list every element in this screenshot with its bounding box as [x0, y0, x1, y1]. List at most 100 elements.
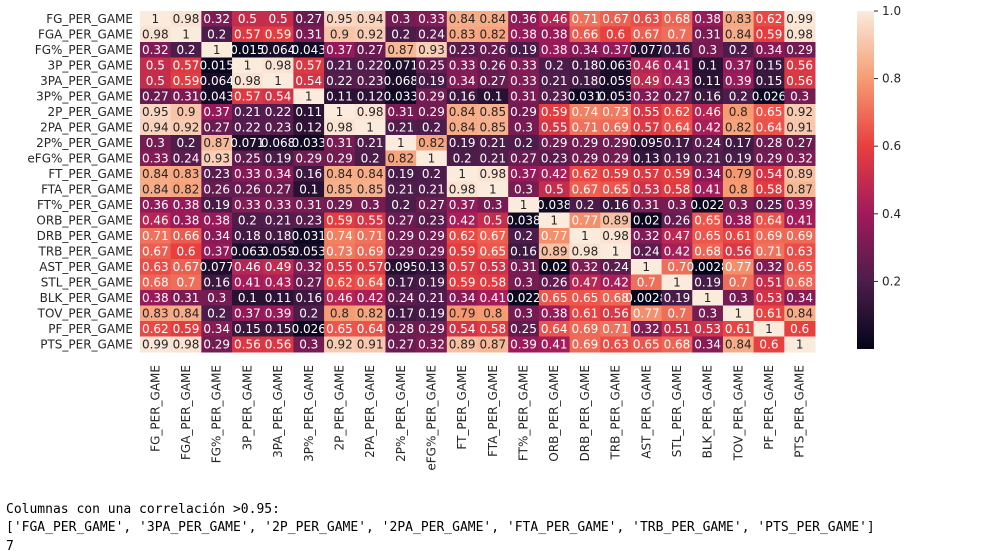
cell-label: 0.21	[541, 74, 568, 88]
cell-label: 0.063	[598, 58, 632, 72]
cell-label: 0.24	[633, 244, 660, 258]
heatmap-cell	[324, 321, 356, 337]
cell-label: 0.16	[602, 198, 629, 212]
heatmap-cell	[692, 42, 724, 58]
heatmap-cell	[354, 73, 386, 89]
heatmap-cell	[324, 197, 356, 213]
heatmap-cell	[600, 73, 632, 89]
heatmap-cell	[354, 42, 386, 58]
heatmap-cell	[508, 42, 540, 58]
heatmap-cell	[661, 181, 693, 198]
cell-label: 0.2	[514, 229, 533, 243]
heatmap-cell	[232, 336, 264, 353]
cell-label: 0.19	[664, 291, 691, 305]
cell-label: 0.33	[418, 12, 445, 26]
cell-label: 0.29	[418, 89, 445, 103]
heatmap-cell	[722, 150, 755, 167]
y-tick-label: BLK_PER_GAME	[40, 291, 133, 305]
heatmap-cell	[722, 104, 755, 120]
heatmap-cell	[630, 259, 663, 275]
heatmap-cell	[293, 321, 325, 337]
cell-label: 0.65	[786, 260, 813, 274]
heatmap-cell	[477, 11, 509, 27]
cell-label: 0.99	[142, 337, 169, 351]
heatmap-cell	[354, 11, 386, 27]
cell-label: 0.98	[449, 182, 476, 196]
cell-label: 0.7	[667, 306, 686, 320]
heatmap-cell	[477, 119, 509, 136]
heatmap-cell	[600, 212, 632, 229]
heatmap-cell	[692, 305, 724, 322]
cell-label: 0.71	[142, 229, 169, 243]
heatmap-cell	[140, 243, 172, 260]
cell-label: 0.26	[234, 182, 261, 196]
cell-label: 0.84	[142, 167, 169, 181]
heatmap-cell	[446, 73, 478, 89]
cell-label: 0.46	[326, 291, 353, 305]
cell-label: 0.82	[357, 306, 384, 320]
cell-label: 0.3	[698, 306, 717, 320]
x-tick-label: FG%_PER_GAME	[210, 365, 224, 463]
cell-label: 0.3	[207, 291, 226, 305]
cell-label: 0.25	[510, 322, 537, 336]
heatmap-cell	[753, 290, 785, 306]
cell-label: 1	[428, 151, 436, 165]
cell-label: 0.65	[479, 244, 506, 258]
heatmap-cell	[416, 290, 448, 306]
heatmap-cell	[201, 135, 233, 151]
heatmap-cell	[630, 150, 663, 167]
cell-label: 0.67	[633, 27, 660, 41]
cell-label: 0.31	[510, 89, 537, 103]
heatmap-cell	[140, 42, 172, 58]
cell-label: 0.42	[602, 275, 629, 289]
y-tick-label: PF_PER_GAME	[48, 322, 133, 336]
heatmap-cell	[569, 119, 601, 136]
heatmap-cell	[385, 11, 417, 27]
heatmap-cell	[661, 150, 693, 167]
cell-label: 0.54	[449, 322, 476, 336]
heatmap-cell	[569, 336, 601, 353]
cell-label: 1	[366, 120, 374, 134]
cell-label: 0.82	[479, 27, 506, 41]
cell-label: 0.63	[142, 260, 169, 274]
cell-label: 0.71	[756, 244, 783, 258]
cell-label: 0.66	[572, 27, 599, 41]
cell-label: 0.38	[173, 213, 200, 227]
cell-label: 1	[673, 275, 681, 289]
cell-label: 0.1	[483, 89, 502, 103]
cell-label: 0.38	[725, 213, 752, 227]
cell-label: 0.26	[664, 213, 691, 227]
colorbar-tick-label: 0.8	[882, 72, 901, 86]
cell-label: 0.95	[326, 12, 353, 26]
cell-label: 0.2	[207, 306, 226, 320]
cell-label: 0.65	[756, 105, 783, 119]
cell-label: 0.84	[725, 27, 752, 41]
chart: 1 0.98 0.32 0.5 0.5 0.27 0.95 0.94 0.3 0.33 0.84 0.…	[27, 4, 901, 471]
heatmap-cell	[784, 305, 816, 322]
heatmap-cell	[170, 305, 202, 322]
cell-label: 0.02	[541, 260, 568, 274]
heatmap-cell	[201, 26, 233, 43]
cell-label: 0.59	[326, 213, 353, 227]
cell-label: 1	[305, 89, 313, 103]
x-tick-label: BLK_PER_GAME	[701, 365, 715, 458]
cell-label: 0.23	[203, 167, 230, 181]
heatmap-cell	[416, 150, 448, 167]
heatmap-cell	[170, 212, 202, 229]
heatmap-cell	[692, 274, 724, 291]
heatmap-cell	[477, 73, 509, 89]
cell-label: 0.42	[357, 291, 384, 305]
heatmap-cell	[753, 150, 785, 167]
cell-label: 0.63	[786, 244, 813, 258]
heatmap-cell	[508, 135, 540, 151]
heatmap-cell	[262, 274, 294, 291]
colorbar-tick-label: 0.4	[882, 207, 901, 221]
heatmap-cell	[508, 321, 540, 337]
cell-label: 0.53	[756, 291, 783, 305]
heatmap-cell	[324, 305, 356, 322]
cell-label: 1	[612, 244, 620, 258]
x-tick-label: 3PA_PER_GAME	[271, 365, 285, 458]
cell-label: 0.32	[142, 43, 169, 57]
cell-label: 0.54	[295, 74, 322, 88]
cell-label: 0.37	[326, 43, 353, 57]
